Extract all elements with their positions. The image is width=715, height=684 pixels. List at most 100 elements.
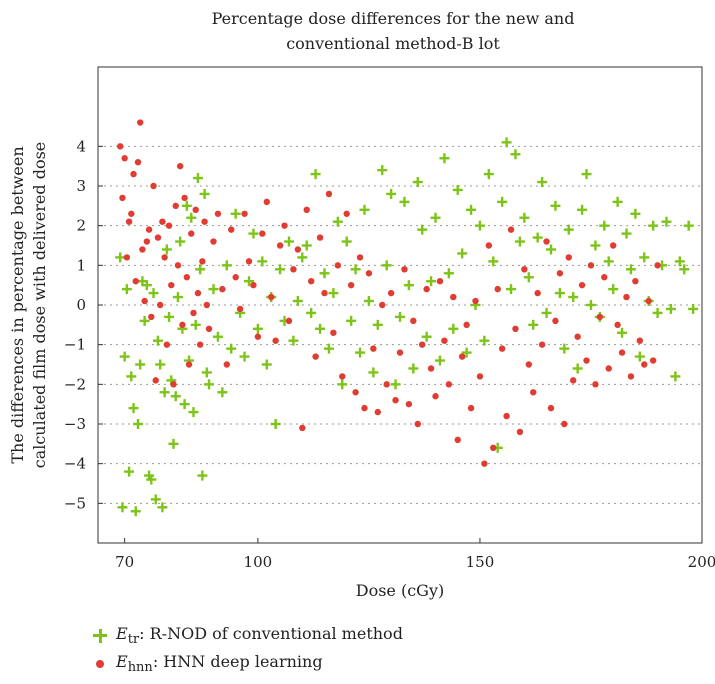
data-point-plus (135, 359, 146, 370)
data-point-dot (272, 337, 279, 344)
data-point-dot (201, 218, 208, 225)
data-point-plus (124, 466, 135, 477)
data-point-plus (497, 196, 508, 207)
data-point-plus (221, 260, 232, 271)
data-point-plus (674, 256, 685, 267)
data-point-dot (141, 297, 148, 305)
data-point-dot (401, 266, 408, 273)
data-point-plus (197, 470, 208, 481)
data-point-dot (423, 285, 430, 293)
y-tick-label: −3 (64, 415, 86, 433)
data-point-dot (410, 317, 417, 325)
data-point-dot (543, 238, 550, 245)
legend: Etr: R-NOD of conventional method Ehnn: … (92, 622, 403, 678)
data-point-dot (627, 373, 635, 380)
data-point-dot (179, 321, 186, 329)
data-point-plus (363, 296, 374, 307)
series-e-tr (115, 137, 699, 517)
data-point-dot (276, 242, 284, 249)
data-point-plus (652, 307, 663, 318)
data-point-dot (396, 349, 404, 356)
data-point-plus (148, 288, 159, 299)
data-point-dot (281, 222, 288, 229)
data-point-plus (683, 220, 694, 231)
data-point-dot (583, 357, 590, 364)
data-point-plus (648, 220, 659, 231)
x-tick-label: 70 (115, 553, 134, 571)
data-point-dot (203, 301, 211, 309)
data-point-plus (581, 169, 592, 180)
data-point-dot (365, 270, 373, 277)
data-point-dot (649, 357, 657, 364)
data-point-dot (194, 289, 202, 297)
data-point-dot (174, 262, 182, 269)
chart-title-line1: Percentage dose differences for the new … (212, 9, 575, 28)
data-point-dot (236, 305, 244, 313)
data-point-dot (516, 428, 524, 436)
data-point-dot (148, 313, 155, 321)
data-point-dot (156, 301, 164, 309)
data-point-dot (641, 361, 648, 368)
data-point-plus (483, 169, 494, 180)
data-point-plus (283, 236, 294, 247)
data-point-plus (554, 288, 565, 299)
data-point-plus (572, 363, 583, 374)
data-point-plus (479, 335, 490, 346)
legend-label-hnn: Ehnn: HNN deep learning (116, 652, 323, 676)
data-point-plus (568, 292, 579, 303)
data-point-dot (432, 393, 439, 400)
data-point-dot (392, 397, 399, 404)
data-point-plus (585, 300, 596, 310)
data-point-dot (436, 278, 444, 285)
data-point-dot (578, 281, 586, 289)
data-point-plus (519, 212, 530, 223)
data-point-dot (161, 254, 168, 261)
data-point-plus (417, 224, 428, 235)
data-point-dot (352, 389, 359, 396)
data-point-plus (257, 256, 268, 267)
data-point-dot (614, 321, 621, 329)
data-point-plus (150, 494, 161, 505)
data-point-dot (592, 381, 599, 388)
x-axis-label: Dose (cGy) (356, 581, 445, 600)
data-point-plus (179, 399, 190, 410)
data-point-plus (341, 236, 352, 247)
data-point-dot (241, 210, 248, 217)
data-point-plus (319, 268, 330, 279)
data-point-dot (263, 198, 270, 206)
data-point-dot (123, 254, 131, 261)
data-point-plus (372, 319, 383, 330)
data-point-plus (399, 196, 410, 207)
data-point-plus (430, 212, 441, 223)
data-point-dot (361, 404, 368, 412)
data-point-plus (603, 256, 614, 267)
data-point-plus (443, 268, 454, 279)
data-point-plus (270, 419, 281, 429)
data-point-plus (288, 335, 299, 346)
y-tick-label: 4 (76, 137, 86, 155)
data-point-dot (476, 373, 484, 380)
y-axis-label-line2: calculated film dose with delivered dose (30, 142, 49, 469)
data-point-plus (448, 323, 459, 334)
data-point-plus (155, 359, 166, 370)
data-point-plus (617, 327, 628, 338)
data-point-plus (403, 280, 414, 291)
data-point-dot (339, 373, 346, 380)
data-point-dot (454, 436, 461, 444)
data-point-dot (250, 281, 257, 289)
data-point-dot (145, 226, 153, 233)
data-point-plus (159, 387, 170, 398)
data-point-dot (387, 289, 395, 297)
y-axis-label-line1: The differences in percentage between (8, 146, 27, 463)
data-point-plus (377, 165, 388, 176)
data-point-plus (164, 311, 175, 322)
data-point-dot (445, 381, 453, 388)
data-point-plus (315, 323, 326, 334)
data-point-plus (204, 379, 215, 390)
chart-title-line2: conventional method-B lot (286, 34, 500, 53)
data-point-plus (175, 236, 186, 247)
data-point-dot (383, 381, 390, 388)
data-point-plus (199, 188, 210, 199)
data-point-plus (244, 276, 254, 287)
data-point-dot (321, 289, 328, 297)
